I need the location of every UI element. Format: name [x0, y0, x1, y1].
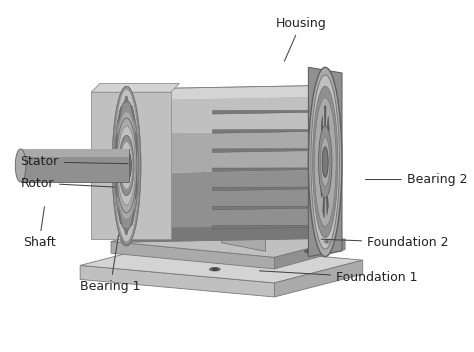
Polygon shape [20, 149, 129, 157]
Polygon shape [213, 111, 319, 114]
Ellipse shape [111, 85, 142, 246]
Ellipse shape [115, 101, 138, 230]
Polygon shape [309, 67, 342, 257]
Ellipse shape [116, 118, 137, 213]
Polygon shape [274, 239, 345, 269]
Ellipse shape [320, 137, 330, 187]
Polygon shape [124, 96, 128, 102]
Polygon shape [130, 106, 134, 121]
Ellipse shape [314, 98, 336, 226]
Polygon shape [80, 265, 274, 297]
Polygon shape [111, 241, 274, 269]
Polygon shape [110, 231, 142, 235]
Polygon shape [91, 92, 171, 239]
Polygon shape [213, 168, 319, 171]
Polygon shape [116, 172, 118, 197]
Polygon shape [127, 97, 323, 134]
Polygon shape [111, 223, 345, 257]
Ellipse shape [122, 150, 131, 181]
Text: Shaft: Shaft [23, 207, 55, 249]
Polygon shape [127, 86, 323, 101]
Ellipse shape [120, 142, 133, 189]
Polygon shape [80, 243, 363, 283]
Text: Foundation 2: Foundation 2 [321, 236, 448, 249]
Polygon shape [109, 215, 144, 235]
Polygon shape [213, 206, 319, 210]
Text: Rotor: Rotor [20, 176, 115, 189]
Ellipse shape [326, 241, 328, 242]
Ellipse shape [112, 87, 141, 244]
Polygon shape [326, 175, 328, 215]
Polygon shape [221, 230, 265, 251]
Polygon shape [213, 187, 319, 191]
Polygon shape [326, 116, 329, 153]
Ellipse shape [304, 250, 315, 253]
Polygon shape [116, 133, 118, 159]
Ellipse shape [15, 149, 26, 182]
Polygon shape [20, 149, 129, 182]
Ellipse shape [307, 250, 312, 252]
Polygon shape [327, 163, 330, 189]
Polygon shape [213, 149, 319, 152]
Ellipse shape [119, 136, 134, 195]
Ellipse shape [309, 67, 342, 257]
Text: Foundation 1: Foundation 1 [260, 271, 418, 284]
Polygon shape [221, 223, 283, 239]
Ellipse shape [119, 136, 134, 195]
Ellipse shape [116, 118, 137, 213]
Ellipse shape [123, 155, 130, 176]
Ellipse shape [115, 101, 138, 230]
Ellipse shape [324, 240, 330, 243]
Polygon shape [321, 116, 324, 153]
Text: Stator: Stator [20, 156, 128, 169]
Ellipse shape [116, 112, 137, 219]
Ellipse shape [122, 150, 131, 181]
Polygon shape [136, 131, 137, 157]
Polygon shape [130, 210, 134, 225]
Ellipse shape [118, 126, 135, 205]
Polygon shape [110, 224, 142, 228]
Ellipse shape [319, 126, 332, 198]
Ellipse shape [322, 147, 328, 177]
Ellipse shape [210, 268, 220, 271]
Ellipse shape [118, 126, 135, 205]
Ellipse shape [124, 159, 128, 172]
Polygon shape [127, 131, 323, 174]
Polygon shape [110, 217, 142, 221]
Text: Bearing 1: Bearing 1 [80, 235, 141, 293]
Ellipse shape [114, 89, 139, 242]
Polygon shape [320, 166, 324, 198]
Text: Bearing 2: Bearing 2 [365, 173, 467, 186]
Ellipse shape [112, 87, 141, 244]
Polygon shape [91, 83, 180, 92]
Polygon shape [109, 206, 164, 223]
Ellipse shape [311, 75, 339, 249]
Ellipse shape [124, 159, 128, 172]
Polygon shape [127, 170, 323, 228]
Ellipse shape [114, 89, 139, 242]
Ellipse shape [212, 268, 218, 270]
Polygon shape [118, 208, 122, 224]
Polygon shape [110, 220, 142, 224]
Polygon shape [124, 228, 128, 235]
Polygon shape [110, 227, 142, 231]
Text: Housing: Housing [275, 17, 326, 61]
Ellipse shape [116, 112, 137, 219]
Polygon shape [274, 260, 363, 297]
Polygon shape [118, 107, 122, 123]
Polygon shape [213, 225, 319, 229]
Polygon shape [320, 144, 324, 165]
Ellipse shape [120, 142, 133, 189]
Polygon shape [127, 225, 323, 242]
Polygon shape [213, 130, 319, 133]
Polygon shape [323, 177, 325, 218]
Ellipse shape [313, 86, 338, 238]
Polygon shape [136, 175, 137, 200]
Polygon shape [324, 106, 326, 144]
